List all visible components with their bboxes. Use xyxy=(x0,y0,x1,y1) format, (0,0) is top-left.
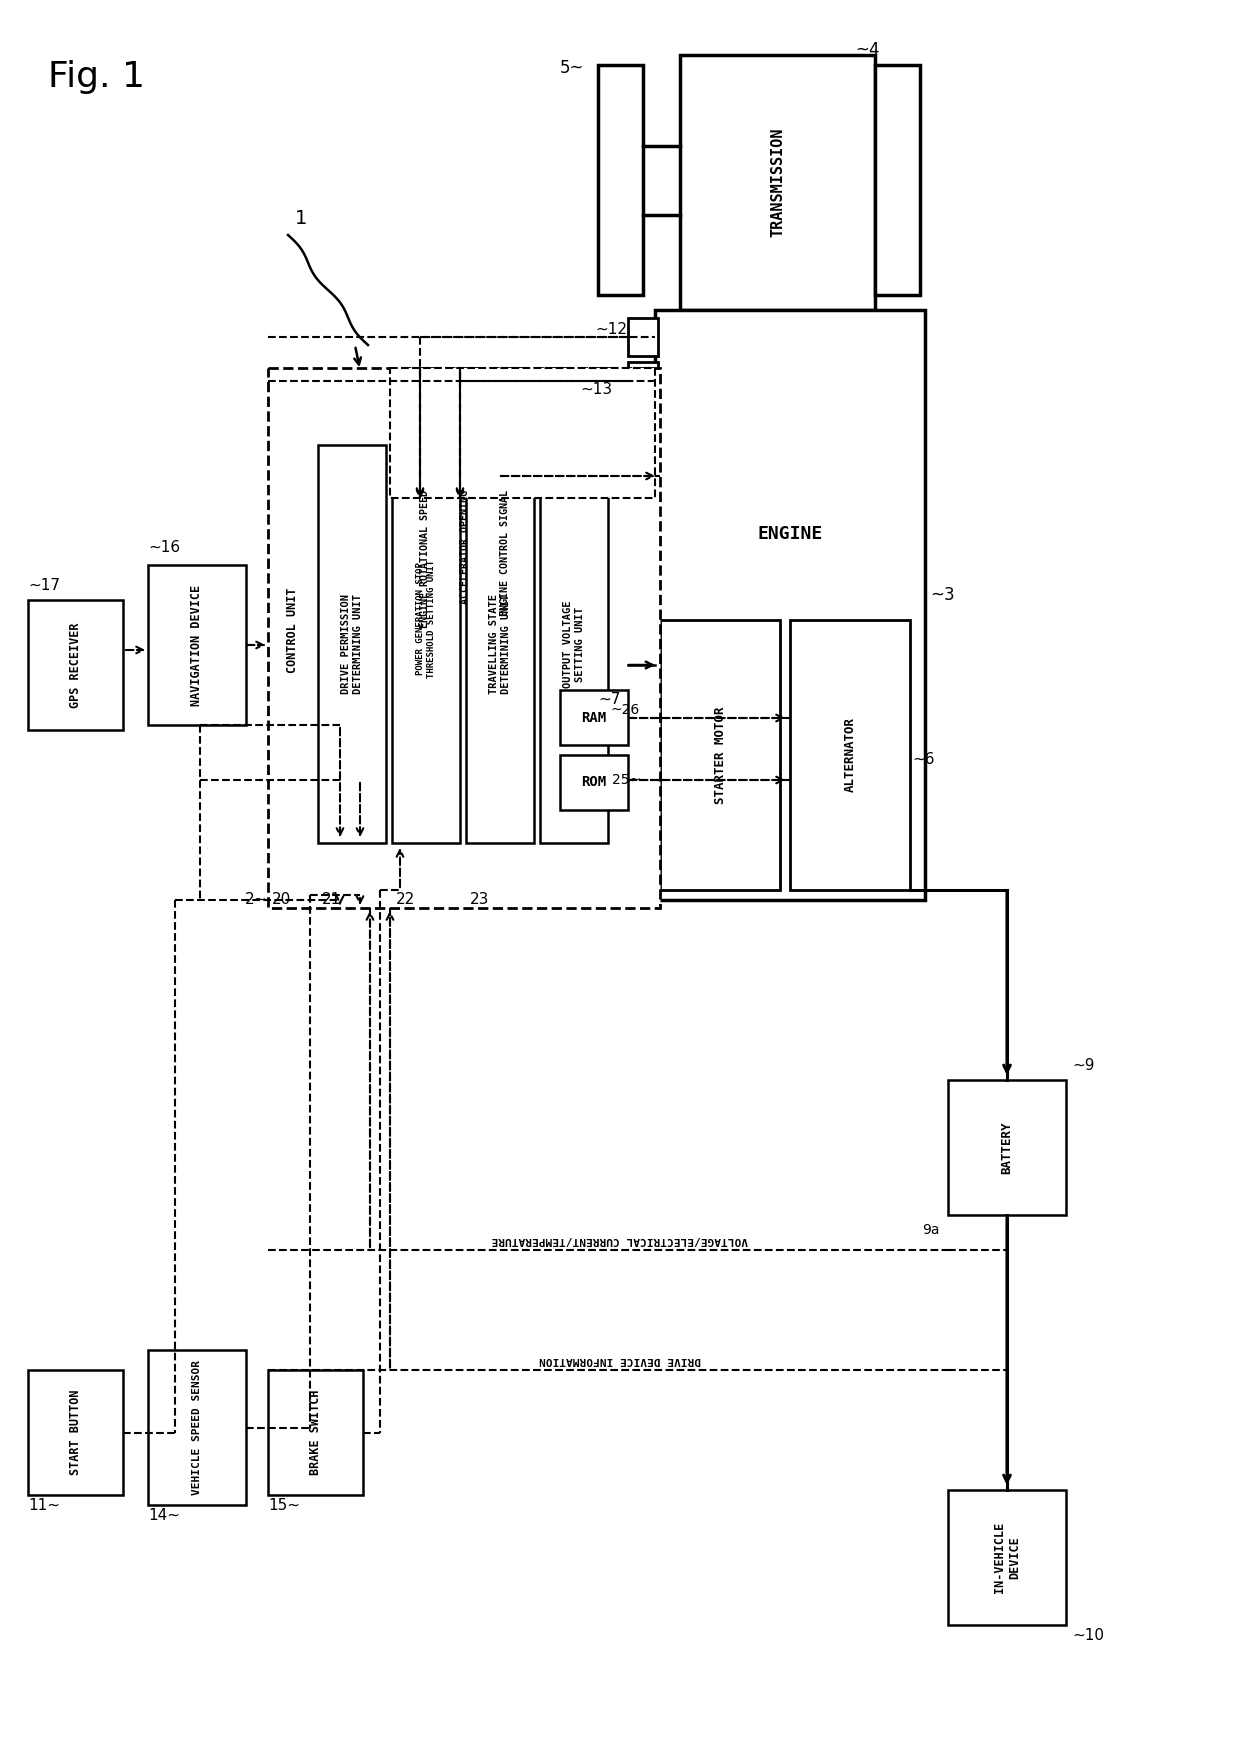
Text: 2~: 2~ xyxy=(246,893,268,907)
Text: ACCELERATOR OPENING: ACCELERATOR OPENING xyxy=(460,490,470,605)
Bar xyxy=(268,1370,363,1495)
Bar xyxy=(148,1350,246,1505)
Bar xyxy=(660,620,780,890)
Bar xyxy=(317,445,386,843)
Text: ~26: ~26 xyxy=(610,702,640,718)
Text: BRAKE SWITCH: BRAKE SWITCH xyxy=(309,1390,322,1476)
Bar xyxy=(627,362,658,400)
Text: 22: 22 xyxy=(396,893,415,907)
Text: 14~: 14~ xyxy=(148,1509,180,1524)
Bar xyxy=(29,1370,123,1495)
Bar xyxy=(391,368,655,499)
Bar xyxy=(392,395,460,843)
Text: DRIVE PERMISSION
DETERMINING UNIT: DRIVE PERMISSION DETERMINING UNIT xyxy=(341,594,363,693)
Text: ~3: ~3 xyxy=(930,586,955,605)
Text: ENGINE ROTATIONAL SPEED: ENGINE ROTATIONAL SPEED xyxy=(420,490,430,627)
Text: ENGINE CONTROL SIGNAL: ENGINE CONTROL SIGNAL xyxy=(500,490,510,615)
Bar xyxy=(29,600,123,730)
Text: ENGINE: ENGINE xyxy=(758,525,822,544)
Text: IN-VEHICLE
DEVICE: IN-VEHICLE DEVICE xyxy=(993,1522,1021,1594)
Text: 25~: 25~ xyxy=(613,773,641,787)
Text: ~4: ~4 xyxy=(856,42,879,59)
Text: 11~: 11~ xyxy=(29,1498,60,1514)
Text: ~17: ~17 xyxy=(29,579,60,593)
Text: RAM: RAM xyxy=(582,711,606,725)
Text: POWER GENERATION STOP
THRESHOLD SETTING UNIT: POWER GENERATION STOP THRESHOLD SETTING … xyxy=(417,560,435,678)
Bar xyxy=(655,309,925,900)
Text: 5~: 5~ xyxy=(560,59,584,76)
Bar xyxy=(598,64,644,295)
Bar xyxy=(560,690,627,746)
Text: DRIVE DEVICE INFORMATION: DRIVE DEVICE INFORMATION xyxy=(539,1356,701,1364)
Text: TRANSMISSION: TRANSMISSION xyxy=(770,129,785,238)
Bar xyxy=(560,754,627,810)
Text: NAVIGATION DEVICE: NAVIGATION DEVICE xyxy=(191,584,203,706)
Text: ~6: ~6 xyxy=(911,753,935,768)
Text: 23: 23 xyxy=(470,893,490,907)
Text: ROM: ROM xyxy=(582,775,606,789)
Bar xyxy=(790,620,910,890)
Bar xyxy=(627,318,658,356)
Text: ~13: ~13 xyxy=(580,382,613,398)
Text: 20: 20 xyxy=(272,893,291,907)
Text: 1: 1 xyxy=(295,209,308,228)
Text: ALTERNATOR: ALTERNATOR xyxy=(843,718,857,793)
Text: Fig. 1: Fig. 1 xyxy=(48,61,145,94)
Text: ~16: ~16 xyxy=(148,541,180,556)
Bar xyxy=(268,368,660,907)
Bar xyxy=(466,445,534,843)
Text: ~10: ~10 xyxy=(1073,1629,1104,1644)
Text: BATTERY: BATTERY xyxy=(1001,1121,1013,1173)
Text: 21: 21 xyxy=(322,893,341,907)
Text: VOLTAGE/ELECTRICAL CURRENT/TEMPERATURE: VOLTAGE/ELECTRICAL CURRENT/TEMPERATURE xyxy=(492,1236,748,1244)
Text: START BUTTON: START BUTTON xyxy=(69,1390,82,1476)
Text: STARTER MOTOR: STARTER MOTOR xyxy=(713,706,727,803)
Bar xyxy=(949,1079,1066,1215)
Text: 15~: 15~ xyxy=(268,1498,300,1514)
Bar xyxy=(539,445,608,843)
Text: VEHICLE SPEED SENSOR: VEHICLE SPEED SENSOR xyxy=(192,1361,202,1495)
Bar xyxy=(148,565,246,725)
Text: ~7: ~7 xyxy=(598,692,620,707)
Text: ~9: ~9 xyxy=(1073,1057,1095,1072)
Text: OUTPUT VOLTAGE
SETTING UNIT: OUTPUT VOLTAGE SETTING UNIT xyxy=(563,600,585,688)
Text: 9a: 9a xyxy=(923,1224,940,1237)
Text: GPS RECEIVER: GPS RECEIVER xyxy=(69,622,82,707)
Text: CONTROL UNIT: CONTROL UNIT xyxy=(286,587,300,673)
Bar xyxy=(949,1489,1066,1625)
Text: TRAVELLING STATE
DETERMINING UNIT: TRAVELLING STATE DETERMINING UNIT xyxy=(490,594,511,693)
Bar xyxy=(875,64,920,295)
Bar xyxy=(680,56,875,309)
Text: ~12: ~12 xyxy=(595,323,627,337)
